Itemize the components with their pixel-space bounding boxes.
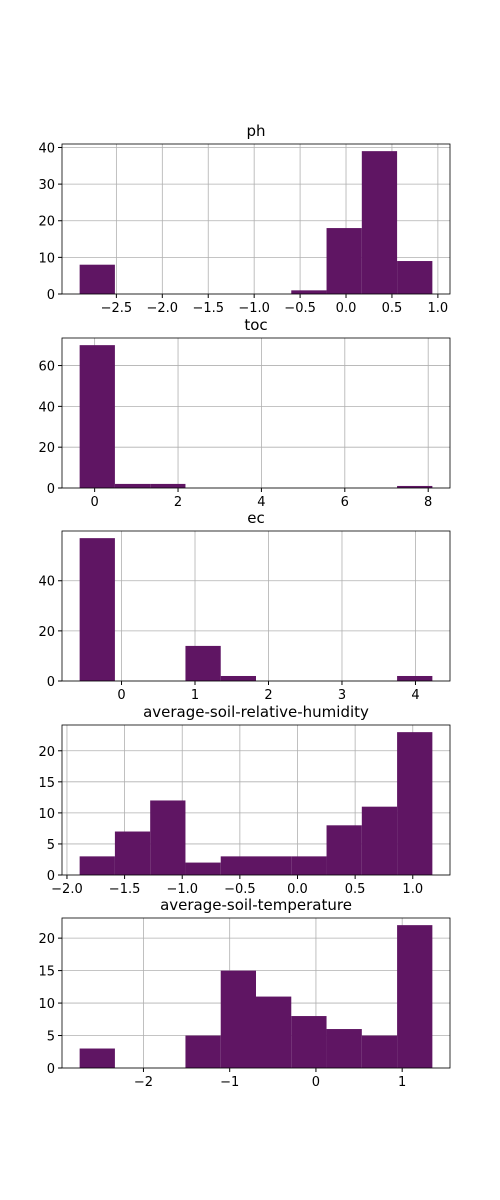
y-tick-label: 15 bbox=[38, 965, 55, 980]
bar bbox=[256, 856, 292, 875]
bar bbox=[150, 483, 186, 488]
bar bbox=[79, 856, 115, 875]
bar bbox=[397, 261, 433, 294]
y-tick-label: 0 bbox=[47, 482, 55, 497]
y-tick-label: 40 bbox=[38, 141, 55, 156]
x-tick-label: 1.0 bbox=[428, 301, 449, 316]
x-tick-label: 2 bbox=[264, 688, 272, 703]
x-tick-label: 6 bbox=[341, 495, 349, 510]
bar bbox=[326, 228, 362, 294]
bar bbox=[326, 825, 362, 875]
y-tick-label: 0 bbox=[47, 869, 55, 884]
axes-frame bbox=[61, 724, 451, 876]
x-tick-label: 1.0 bbox=[402, 882, 423, 897]
x-tick-label: 3 bbox=[338, 688, 346, 703]
x-tick-label: 0.0 bbox=[287, 882, 308, 897]
bar bbox=[361, 806, 398, 875]
axes-frame bbox=[61, 917, 451, 1069]
x-tick-label: −1.0 bbox=[166, 882, 198, 897]
x-tick-label: 1 bbox=[191, 688, 199, 703]
y-tick-label: 10 bbox=[38, 997, 55, 1012]
axes-frame bbox=[61, 337, 451, 489]
y-tick-label: 5 bbox=[47, 838, 55, 853]
x-tick-label: −0.5 bbox=[284, 301, 316, 316]
x-tick-label: 0 bbox=[312, 1075, 320, 1090]
bar bbox=[291, 290, 327, 294]
bar bbox=[220, 856, 256, 875]
x-tick-label: 0.5 bbox=[382, 301, 403, 316]
x-tick-label: −1.0 bbox=[238, 301, 270, 316]
bar bbox=[220, 675, 256, 681]
x-tick-label: 0.5 bbox=[345, 882, 366, 897]
y-tick-label: 40 bbox=[38, 575, 55, 590]
y-tick-label: 0 bbox=[47, 1062, 55, 1077]
bar bbox=[114, 831, 151, 875]
bar bbox=[79, 345, 115, 488]
bar bbox=[150, 800, 186, 875]
chart-title: toc bbox=[244, 316, 267, 334]
x-tick-label: −1 bbox=[220, 1075, 239, 1090]
bar bbox=[397, 732, 433, 875]
x-tick-label: −1.5 bbox=[109, 882, 141, 897]
bar bbox=[361, 1035, 398, 1068]
y-tick-label: 0 bbox=[47, 288, 55, 303]
bar bbox=[185, 1035, 221, 1068]
x-tick-label: 2 bbox=[174, 495, 182, 510]
x-tick-label: 0.0 bbox=[336, 301, 357, 316]
x-tick-label: 4 bbox=[411, 688, 419, 703]
bar bbox=[185, 645, 221, 681]
chart-title: average-soil-relative-humidity bbox=[143, 703, 369, 721]
y-tick-label: 40 bbox=[38, 400, 55, 415]
x-tick-label: −2.0 bbox=[51, 882, 83, 897]
bar bbox=[79, 1048, 115, 1068]
y-tick-label: 0 bbox=[47, 675, 55, 690]
bar bbox=[326, 1029, 362, 1068]
bar bbox=[397, 485, 433, 488]
chart-title: ec bbox=[247, 509, 264, 527]
y-tick-label: 20 bbox=[38, 932, 55, 947]
x-tick-label: 8 bbox=[424, 495, 432, 510]
y-tick-label: 30 bbox=[38, 178, 55, 193]
axes-frame bbox=[61, 143, 451, 295]
x-tick-label: −1.5 bbox=[192, 301, 224, 316]
bar bbox=[397, 925, 433, 1068]
y-tick-label: 5 bbox=[47, 1030, 55, 1045]
y-tick-label: 10 bbox=[38, 251, 55, 266]
chart-title: ph bbox=[246, 122, 265, 140]
bar bbox=[291, 856, 327, 875]
x-tick-label: −0.5 bbox=[224, 882, 256, 897]
bar bbox=[220, 970, 256, 1068]
bar bbox=[79, 264, 115, 294]
x-tick-label: 1 bbox=[398, 1075, 406, 1090]
y-tick-label: 20 bbox=[38, 745, 55, 760]
bar bbox=[361, 151, 398, 294]
y-tick-label: 60 bbox=[38, 360, 55, 375]
x-tick-label: 4 bbox=[257, 495, 265, 510]
y-tick-label: 20 bbox=[38, 625, 55, 640]
x-tick-label: 0 bbox=[117, 688, 125, 703]
bar bbox=[79, 538, 115, 681]
y-tick-label: 10 bbox=[38, 807, 55, 822]
bar bbox=[256, 996, 292, 1068]
x-tick-label: 0 bbox=[91, 495, 99, 510]
y-tick-label: 15 bbox=[38, 776, 55, 791]
bar bbox=[291, 1016, 327, 1068]
x-tick-label: −2 bbox=[134, 1075, 153, 1090]
x-tick-label: −2.0 bbox=[147, 301, 179, 316]
axes-frame bbox=[61, 530, 451, 682]
bar bbox=[397, 675, 433, 681]
bar bbox=[185, 862, 221, 875]
x-tick-label: −2.5 bbox=[101, 301, 133, 316]
chart-title: average-soil-temperature bbox=[160, 896, 352, 914]
y-tick-label: 20 bbox=[38, 215, 55, 230]
bar bbox=[114, 483, 151, 488]
y-tick-label: 20 bbox=[38, 441, 55, 456]
